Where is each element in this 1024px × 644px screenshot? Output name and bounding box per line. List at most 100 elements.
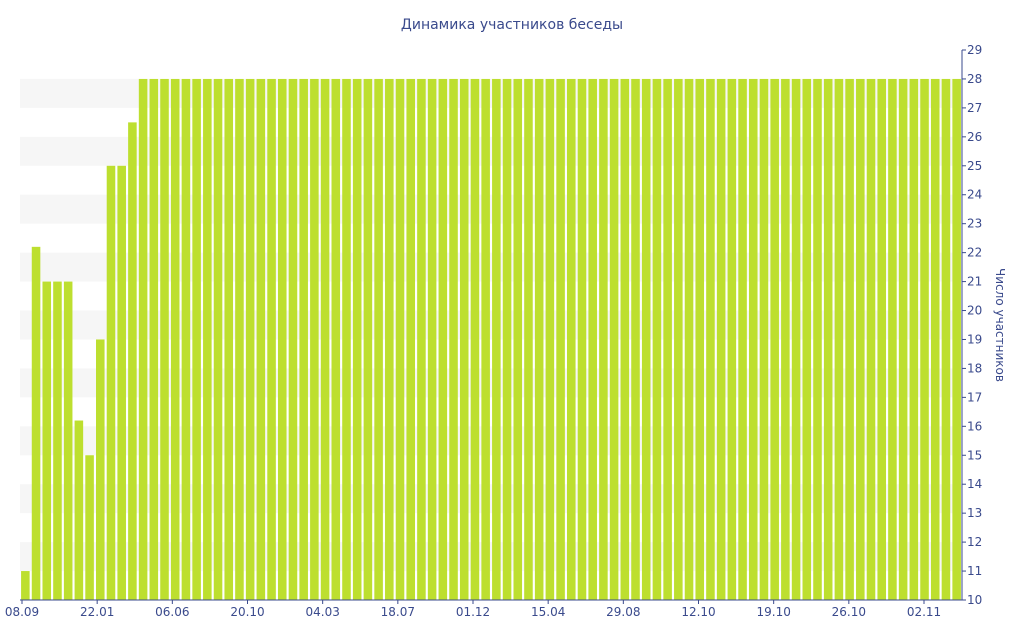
bar bbox=[427, 78, 437, 600]
y-tick-label: 13 bbox=[967, 506, 982, 520]
bar bbox=[492, 78, 501, 600]
x-tick-label: 20.10 bbox=[230, 605, 264, 619]
bar bbox=[224, 78, 234, 600]
bar bbox=[759, 78, 769, 600]
bar bbox=[245, 78, 255, 600]
bar bbox=[727, 78, 737, 600]
bar bbox=[417, 78, 426, 600]
bar bbox=[941, 78, 951, 600]
bar bbox=[288, 78, 298, 600]
bar bbox=[85, 455, 94, 600]
bar bbox=[802, 78, 812, 600]
x-tick-label: 12.10 bbox=[681, 605, 715, 619]
bar bbox=[823, 78, 833, 600]
x-tick-label: 29.08 bbox=[606, 605, 640, 619]
bar bbox=[267, 78, 276, 600]
y-tick-label: 17 bbox=[967, 390, 982, 404]
bar bbox=[599, 78, 608, 600]
x-axis: 08.09 22.01 06.06 20.10 04.03 18.07 01.12 15.04… bbox=[5, 599, 962, 619]
bar bbox=[438, 78, 448, 600]
x-tick-label: 18.07 bbox=[381, 605, 415, 619]
bar bbox=[748, 78, 758, 600]
x-tick-label: 01.12 bbox=[456, 605, 490, 619]
bar bbox=[909, 78, 919, 600]
bar bbox=[738, 78, 747, 600]
y-tick-label: 11 bbox=[967, 564, 982, 578]
bar bbox=[331, 78, 341, 600]
x-tick-label: 04.03 bbox=[305, 605, 339, 619]
bar bbox=[42, 281, 52, 600]
bar bbox=[556, 78, 565, 600]
x-tick-label: 26.10 bbox=[832, 605, 866, 619]
bar bbox=[791, 78, 801, 600]
bar bbox=[128, 122, 137, 601]
bar bbox=[684, 78, 694, 600]
bar bbox=[952, 78, 961, 600]
chart-title: Динамика участников беседы bbox=[401, 17, 623, 33]
bar bbox=[631, 78, 640, 600]
y-tick-label: 19 bbox=[967, 332, 982, 346]
bar bbox=[299, 78, 308, 600]
y-tick-label: 14 bbox=[967, 477, 982, 491]
bar bbox=[588, 78, 597, 600]
y-tick-label: 18 bbox=[967, 361, 982, 375]
bar bbox=[149, 78, 159, 600]
bar bbox=[706, 78, 715, 600]
y-tick-label: 27 bbox=[967, 101, 982, 115]
bar bbox=[213, 78, 223, 600]
bar bbox=[898, 78, 908, 600]
bar bbox=[888, 78, 897, 600]
bar bbox=[320, 78, 330, 600]
y-tick-label: 12 bbox=[967, 535, 982, 549]
bar bbox=[524, 78, 533, 600]
bar bbox=[652, 78, 662, 600]
bar bbox=[395, 78, 405, 600]
bar bbox=[866, 78, 876, 600]
y-tick-label: 26 bbox=[967, 130, 982, 144]
y-tick-label: 15 bbox=[967, 448, 982, 462]
bar bbox=[277, 78, 287, 600]
bar bbox=[21, 571, 30, 600]
bar bbox=[502, 78, 512, 600]
bars-group bbox=[21, 78, 961, 601]
bar bbox=[449, 78, 458, 600]
y-tick-label: 21 bbox=[967, 275, 982, 289]
x-tick-label: 06.06 bbox=[155, 605, 189, 619]
bar bbox=[577, 78, 587, 600]
x-tick-label: 19.10 bbox=[756, 605, 790, 619]
bar bbox=[74, 420, 84, 600]
bar bbox=[170, 78, 180, 600]
bar bbox=[641, 78, 651, 600]
bar bbox=[385, 78, 394, 600]
bar bbox=[930, 78, 940, 600]
y-tick-label: 23 bbox=[967, 217, 982, 231]
bar bbox=[534, 78, 544, 600]
y-tick-label: 28 bbox=[967, 72, 982, 86]
x-tick-label: 08.09 bbox=[5, 605, 39, 619]
y-tick-label: 29 bbox=[967, 43, 982, 57]
y-tick-label: 10 bbox=[967, 593, 982, 607]
bar bbox=[160, 78, 169, 600]
bar bbox=[63, 281, 73, 600]
bar bbox=[609, 78, 619, 600]
bar bbox=[716, 78, 726, 600]
bar bbox=[138, 78, 148, 600]
bar bbox=[770, 78, 779, 600]
bar bbox=[620, 78, 630, 600]
y-tick-label: 16 bbox=[967, 419, 982, 433]
bar bbox=[203, 78, 212, 600]
bar bbox=[181, 78, 191, 600]
bar bbox=[845, 78, 854, 600]
bar bbox=[459, 78, 469, 600]
bar bbox=[695, 78, 705, 600]
bar bbox=[856, 78, 865, 600]
bar bbox=[920, 78, 929, 600]
bar bbox=[96, 339, 105, 600]
bar bbox=[31, 246, 41, 600]
bar bbox=[235, 78, 244, 600]
bar bbox=[342, 78, 351, 600]
bar bbox=[674, 78, 683, 600]
x-tick-label: 15.04 bbox=[531, 605, 565, 619]
